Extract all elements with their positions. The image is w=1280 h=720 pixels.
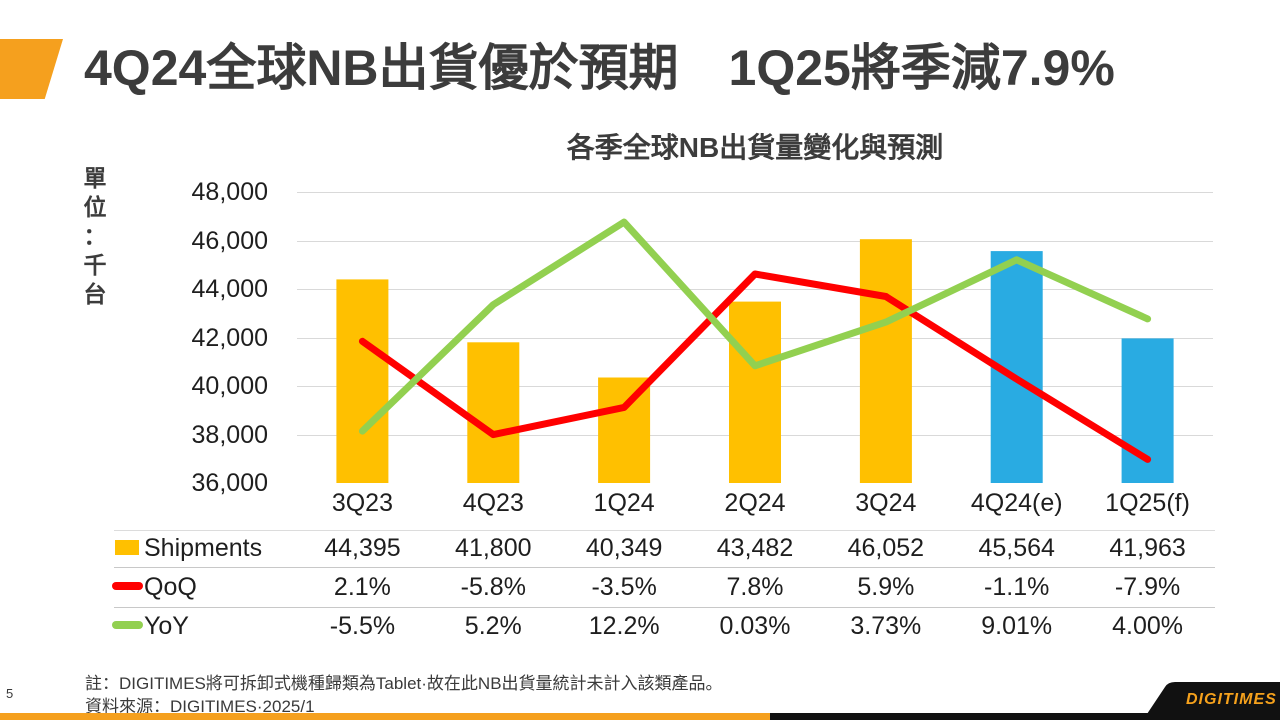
legend-label-shipments: Shipments xyxy=(144,534,263,562)
x-label-1Q24: 1Q24 xyxy=(593,489,655,517)
x-label-1Q25(f): 1Q25(f) xyxy=(1105,489,1190,517)
table-cell-QoQ-1Q25(f): -7.9% xyxy=(1114,573,1181,601)
digitimes-logo: DIGITIMES xyxy=(1186,691,1277,708)
qoq-line xyxy=(358,270,1152,463)
table-cell-YoY-3Q23: -5.5% xyxy=(329,612,396,640)
table-cell-YoY-4Q24(e): 9.01% xyxy=(981,612,1053,640)
table-cell-QoQ-3Q24: 5.9% xyxy=(857,573,915,601)
y-tick-46,000: 46,000 xyxy=(191,226,268,255)
title-accent-shape xyxy=(0,39,63,99)
source-note: 資料來源：DIGITIMES·2025/1 xyxy=(85,697,315,716)
legend-label-yoy: YoY xyxy=(144,612,189,640)
table-cell-QoQ-3Q23: 2.1% xyxy=(333,573,391,601)
page-number: 5 xyxy=(6,686,14,701)
bottom-black-bar xyxy=(770,713,1280,720)
table-cell-QoQ-4Q23: -5.8% xyxy=(460,573,526,601)
y-tick-36,000: 36,000 xyxy=(191,469,268,497)
table-separator xyxy=(114,567,1215,568)
y-tick-48,000: 48,000 xyxy=(191,178,268,206)
legend-label-qoq: QoQ xyxy=(144,573,197,601)
y-tick-42,000: 42,000 xyxy=(191,323,268,352)
table-separator xyxy=(114,530,1215,531)
shipments-bar-3Q23 xyxy=(336,279,389,483)
logo-background-shape xyxy=(1143,682,1280,720)
table-cell-Shipments-4Q24(e): 45,564 xyxy=(978,534,1055,562)
y-tick-40,000: 40,000 xyxy=(191,372,268,400)
x-label-3Q23: 3Q23 xyxy=(331,489,394,517)
y-tick-44,000: 44,000 xyxy=(191,275,268,303)
table-cell-Shipments-1Q25(f): 41,963 xyxy=(1109,534,1186,562)
table-cell-YoY-2Q24: 0.03% xyxy=(719,612,791,640)
table-cell-Shipments-1Q24: 40,349 xyxy=(585,534,663,562)
qoq-legend-swatch xyxy=(112,582,143,590)
table-cell-Shipments-3Q24: 46,052 xyxy=(847,534,925,562)
table-cell-QoQ-1Q24: -3.5% xyxy=(591,573,657,601)
shipments-bar-4Q23 xyxy=(467,342,520,483)
table-cell-QoQ-2Q24: 7.8% xyxy=(726,573,784,601)
x-label-4Q24(e): 4Q24(e) xyxy=(970,489,1063,517)
table-cell-YoY-1Q25(f): 4.00% xyxy=(1112,612,1184,640)
table-cell-YoY-4Q23: 5.2% xyxy=(464,612,522,640)
table-cell-Shipments-3Q23: 44,395 xyxy=(324,534,401,562)
shipments-bar-2Q24 xyxy=(729,301,781,483)
y-tick-38,000: 38,000 xyxy=(191,420,268,449)
shipments-bar-1Q24 xyxy=(598,377,651,483)
yoy-legend-swatch xyxy=(112,621,143,629)
table-separator xyxy=(114,607,1215,608)
table-cell-YoY-1Q24: 12.2% xyxy=(588,612,660,640)
table-cell-Shipments-4Q23: 41,800 xyxy=(455,534,532,562)
chart-title: 各季全球NB出貨量變化與預測 xyxy=(566,132,944,163)
x-label-4Q23: 4Q23 xyxy=(462,489,524,517)
slide-title: 4Q24全球NB出貨優於預期 1Q25將季減7.9% xyxy=(84,40,1115,96)
shipments-bar-3Q24 xyxy=(859,239,912,483)
x-label-2Q24: 2Q24 xyxy=(724,489,786,517)
footnote: 註：DIGITIMES將可拆卸式機種歸類為Tablet·故在此NB出貨量統計未計… xyxy=(85,674,723,693)
chart-plot-area xyxy=(297,192,1213,483)
table-cell-QoQ-4Q24(e): -1.1% xyxy=(984,573,1050,601)
shipments-legend-swatch xyxy=(115,540,139,555)
table-cell-Shipments-2Q24: 43,482 xyxy=(716,534,794,562)
table-cell-YoY-3Q24: 3.73% xyxy=(850,612,922,640)
yoy-line xyxy=(358,218,1152,435)
bottom-accent-bar xyxy=(0,713,770,720)
x-label-3Q24: 3Q24 xyxy=(855,489,917,517)
y-axis-unit-label: 單位：千台 xyxy=(83,165,107,307)
